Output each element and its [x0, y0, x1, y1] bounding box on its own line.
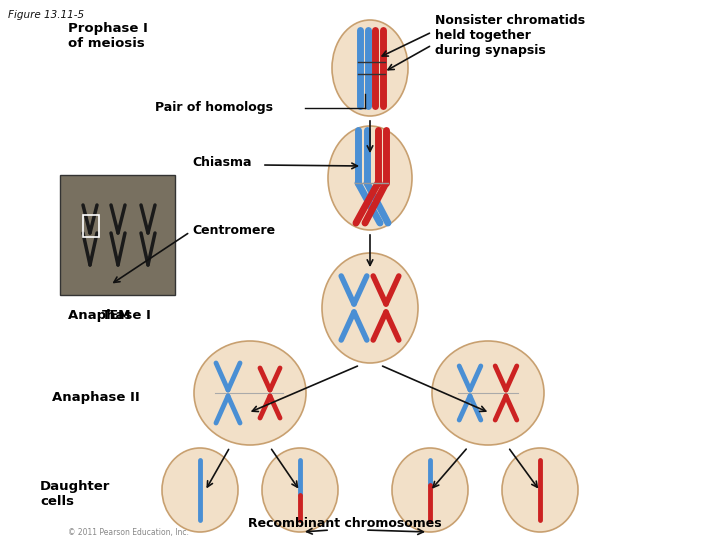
Text: Centromere: Centromere	[192, 224, 275, 237]
Text: Nonsister chromatids
held together
during synapsis: Nonsister chromatids held together durin…	[435, 14, 585, 57]
Text: TEM: TEM	[102, 309, 132, 322]
Ellipse shape	[322, 253, 418, 363]
Ellipse shape	[332, 20, 408, 116]
Ellipse shape	[502, 448, 578, 532]
Text: © 2011 Pearson Education, Inc.: © 2011 Pearson Education, Inc.	[68, 528, 189, 537]
Ellipse shape	[162, 448, 238, 532]
Text: Prophase I
of meiosis: Prophase I of meiosis	[68, 22, 148, 50]
Text: Figure 13.11-5: Figure 13.11-5	[8, 10, 84, 20]
Bar	[60, 175, 175, 295]
Bar	[83, 215, 99, 237]
Text: Recombinant chromosomes: Recombinant chromosomes	[248, 517, 442, 530]
Ellipse shape	[262, 448, 338, 532]
Text: Daughter
cells: Daughter cells	[40, 480, 110, 508]
Text: Pair of homologs: Pair of homologs	[155, 102, 273, 114]
Text: Chiasma: Chiasma	[192, 157, 251, 170]
Ellipse shape	[328, 126, 412, 230]
Ellipse shape	[432, 341, 544, 445]
Text: Anaphase I: Anaphase I	[68, 309, 151, 322]
Text: Anaphase II: Anaphase II	[52, 392, 140, 404]
Ellipse shape	[392, 448, 468, 532]
Ellipse shape	[194, 341, 306, 445]
